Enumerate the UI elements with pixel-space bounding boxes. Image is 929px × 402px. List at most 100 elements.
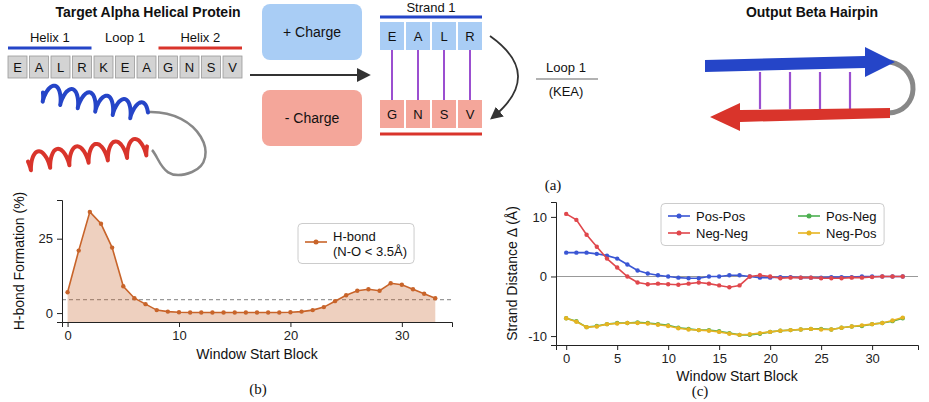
charge-label: + Charge — [283, 24, 341, 40]
residue: N — [413, 107, 422, 122]
residue: V — [228, 60, 237, 75]
marker — [564, 212, 568, 216]
tick-label: 0 — [64, 328, 71, 343]
tick-label: 20 — [763, 351, 777, 366]
marker — [829, 327, 833, 331]
marker — [635, 320, 639, 324]
marker — [411, 287, 415, 291]
marker — [188, 310, 192, 314]
marker — [860, 323, 864, 327]
marker — [584, 233, 588, 237]
marker — [819, 327, 823, 331]
tick-mark — [719, 345, 720, 350]
marker — [277, 310, 281, 314]
marker — [737, 283, 741, 287]
residue: E — [121, 60, 130, 75]
marker — [890, 274, 894, 278]
marker — [615, 265, 619, 269]
marker — [574, 218, 578, 222]
tick: 5 — [614, 345, 621, 366]
title: Output Beta Hairpin — [746, 4, 878, 20]
loop-cartoon — [148, 112, 206, 175]
legend-items: Pos-PosNeg-NegPos-NegNeg-Pos — [668, 209, 877, 241]
residue-box — [116, 56, 135, 78]
marker — [584, 325, 588, 329]
tick-mark — [179, 322, 180, 327]
marker — [748, 274, 752, 278]
marker — [574, 319, 578, 323]
marker — [748, 274, 752, 278]
legend: H-bond(N-O < 3.5Å) — [298, 224, 414, 264]
marker — [595, 324, 599, 328]
residue: E — [13, 60, 22, 75]
strand-box — [380, 22, 404, 50]
hbond-line — [469, 50, 471, 100]
legend-label: Pos-Pos — [696, 209, 746, 224]
marker — [666, 324, 670, 328]
marker — [244, 310, 248, 314]
marker — [799, 275, 803, 279]
marker — [880, 321, 884, 325]
marker — [155, 308, 159, 312]
legend-frame — [298, 224, 414, 264]
tick: 0 — [46, 306, 62, 321]
hbond-line — [819, 72, 821, 109]
marker — [288, 310, 292, 314]
marker — [635, 280, 639, 284]
marker — [707, 274, 711, 278]
tick-label: 5 — [614, 351, 621, 366]
tick: 0 — [563, 345, 570, 366]
marker — [433, 296, 437, 300]
panel-label: (c) — [692, 383, 709, 400]
segment-label: Helix 1 — [30, 30, 70, 45]
line — [68, 212, 436, 313]
marker — [788, 328, 792, 332]
marker — [625, 321, 629, 325]
marker — [748, 333, 752, 337]
residue: V — [466, 107, 475, 122]
tick: 25 — [39, 231, 62, 246]
tick-label: 10 — [533, 210, 547, 225]
residue: S — [440, 107, 449, 122]
marker — [707, 281, 711, 285]
strand-line — [380, 16, 482, 19]
tick: 30 — [865, 345, 879, 366]
marker — [574, 250, 578, 254]
residue: A — [35, 60, 44, 75]
marker — [727, 285, 731, 289]
hbond-line — [789, 72, 791, 109]
marker — [584, 325, 588, 329]
marker — [65, 290, 69, 294]
legend-items: H-bond(N-O < 3.5Å) — [305, 229, 407, 259]
area — [68, 212, 436, 322]
marker — [121, 284, 125, 288]
tick-label: 0 — [540, 269, 547, 284]
marker — [221, 310, 225, 314]
tick-label: 10 — [661, 351, 675, 366]
tick-label: -10 — [528, 329, 547, 344]
marker — [839, 326, 843, 330]
segment-label: Helix 2 — [180, 30, 220, 45]
strand-box — [380, 100, 404, 128]
residue: K — [99, 60, 108, 75]
tick-label: 25 — [39, 231, 53, 246]
marker — [322, 305, 326, 309]
marker — [880, 321, 884, 325]
x-axis: 0102030 — [63, 322, 453, 343]
residue-box — [94, 56, 113, 78]
tick-mark — [402, 322, 403, 327]
plot-area — [62, 210, 452, 322]
residue-box — [223, 56, 242, 78]
tick: 10 — [172, 322, 186, 343]
plot-area — [556, 212, 918, 337]
marker — [890, 318, 894, 322]
marker — [605, 256, 609, 260]
marker — [686, 327, 690, 331]
hbond-line — [417, 50, 419, 100]
marker — [870, 322, 874, 326]
marker — [839, 326, 843, 330]
axis-line — [57, 201, 63, 323]
legend-frame — [661, 204, 884, 246]
strand-box — [458, 100, 482, 128]
tick-mark — [551, 336, 556, 337]
